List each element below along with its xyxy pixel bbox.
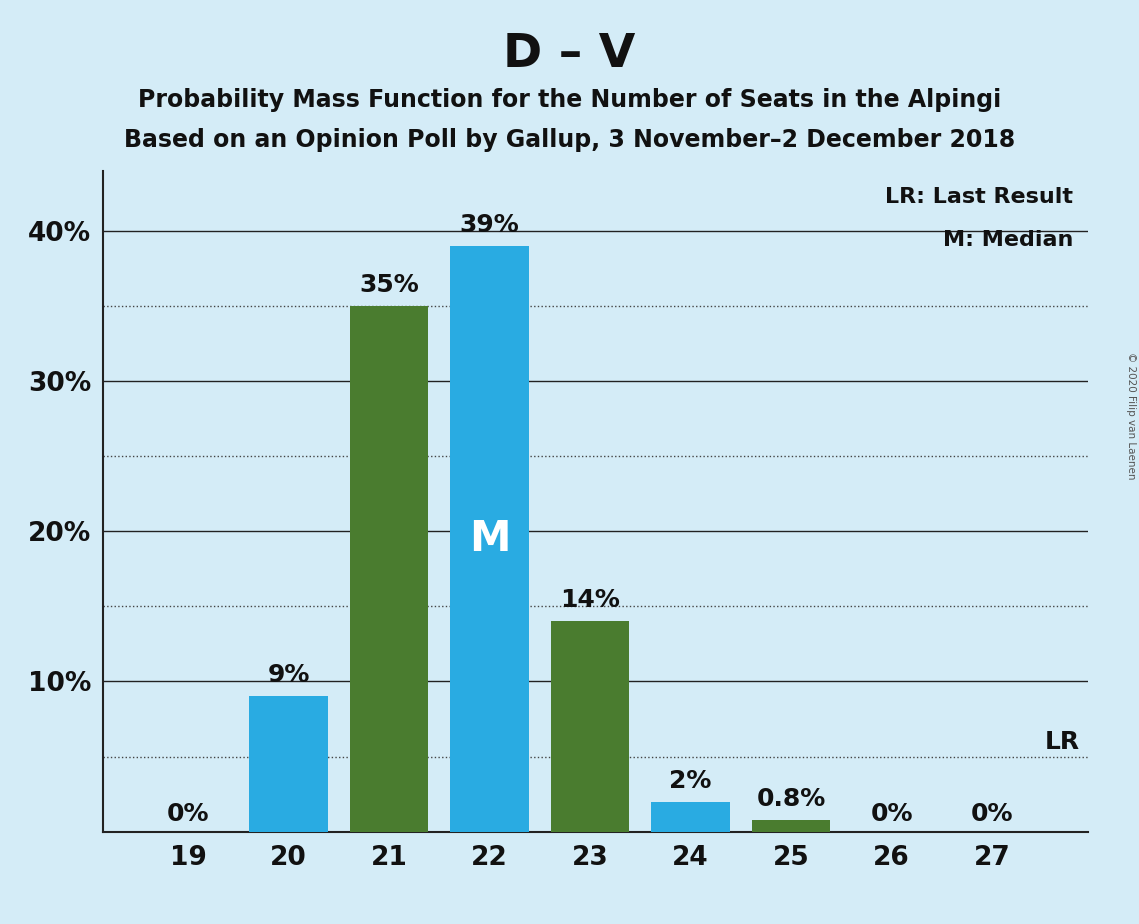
Bar: [249, 697, 328, 832]
Text: 0%: 0%: [166, 802, 210, 826]
Bar: [652, 802, 730, 832]
Text: LR: Last Result: LR: Last Result: [885, 188, 1073, 208]
Text: 0%: 0%: [870, 802, 913, 826]
Text: 2%: 2%: [670, 769, 712, 793]
Text: © 2020 Filip van Laenen: © 2020 Filip van Laenen: [1126, 352, 1136, 480]
Text: 9%: 9%: [268, 663, 310, 687]
Text: 35%: 35%: [359, 274, 419, 298]
Text: M: M: [469, 517, 510, 560]
Text: D – V: D – V: [503, 32, 636, 78]
Text: 14%: 14%: [560, 589, 620, 613]
Text: M: Median: M: Median: [943, 230, 1073, 250]
Text: LR: LR: [1044, 730, 1080, 754]
Text: 39%: 39%: [460, 213, 519, 237]
Text: 0.8%: 0.8%: [756, 786, 826, 810]
Text: Based on an Opinion Poll by Gallup, 3 November–2 December 2018: Based on an Opinion Poll by Gallup, 3 No…: [124, 128, 1015, 152]
Bar: [752, 820, 830, 832]
Text: 0%: 0%: [970, 802, 1014, 826]
Bar: [551, 621, 630, 832]
Bar: [450, 246, 528, 832]
Bar: [350, 306, 428, 832]
Text: Probability Mass Function for the Number of Seats in the Alpingi: Probability Mass Function for the Number…: [138, 88, 1001, 112]
